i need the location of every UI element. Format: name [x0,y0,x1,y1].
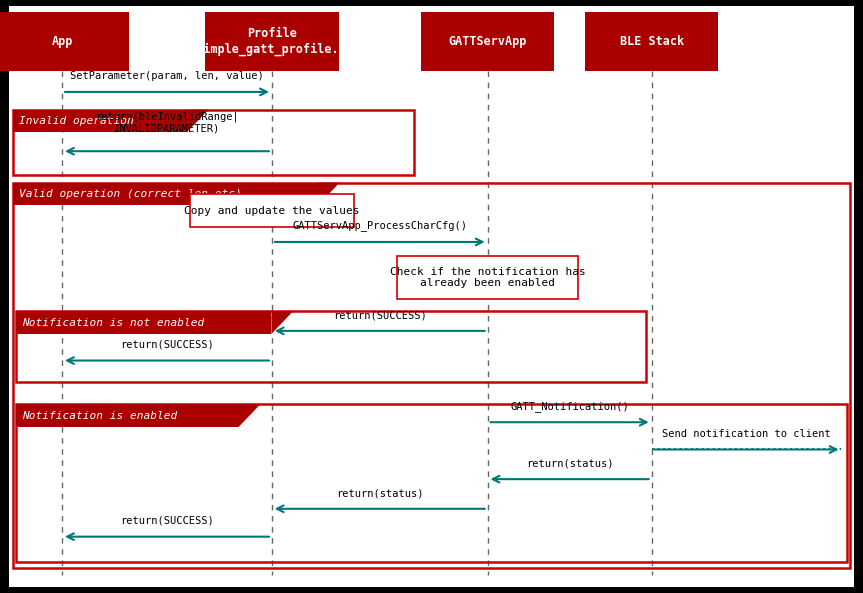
Polygon shape [318,183,340,205]
FancyBboxPatch shape [190,195,354,227]
Text: GATT_Notification(): GATT_Notification() [510,401,629,412]
Text: Check if the notification has
already been enabled: Check if the notification has already be… [390,267,585,288]
Text: Profile
(simple_gatt_profile.c): Profile (simple_gatt_profile.c) [190,27,354,56]
Text: App: App [52,35,72,48]
Text: return(SUCCESS): return(SUCCESS) [333,310,426,320]
Text: GATTServApp: GATTServApp [449,35,526,48]
FancyBboxPatch shape [0,12,129,71]
FancyBboxPatch shape [9,6,854,587]
Polygon shape [238,404,261,427]
Text: return(SUCCESS): return(SUCCESS) [120,340,214,350]
Text: Invalid operation: Invalid operation [19,116,134,126]
Text: return(status): return(status) [336,488,424,498]
Text: return(SUCCESS): return(SUCCESS) [120,516,214,526]
Text: Valid operation (correct len etc): Valid operation (correct len etc) [19,189,242,199]
FancyBboxPatch shape [16,404,238,427]
Text: Notification is not enabled: Notification is not enabled [22,318,204,327]
Text: BLE Stack: BLE Stack [620,35,683,48]
Text: SetParameter(param, len, value): SetParameter(param, len, value) [70,71,264,81]
Text: return(bleInvalidRange|
INVALIDPARAMETER): return(bleInvalidRange| INVALIDPARAMETER… [95,111,239,133]
Text: Copy and update the values: Copy and update the values [184,206,360,215]
Polygon shape [271,311,293,334]
FancyBboxPatch shape [585,12,718,71]
Text: return(status): return(status) [526,458,614,468]
FancyBboxPatch shape [13,183,318,205]
Text: GATTServApp_ProcessCharCfg(): GATTServApp_ProcessCharCfg() [293,221,467,231]
FancyBboxPatch shape [397,256,578,299]
Text: Notification is enabled: Notification is enabled [22,411,177,420]
FancyBboxPatch shape [205,12,338,71]
Text: Send notification to client: Send notification to client [662,429,831,439]
FancyBboxPatch shape [420,12,554,71]
FancyBboxPatch shape [16,311,271,334]
Polygon shape [186,110,209,132]
FancyBboxPatch shape [13,110,186,132]
